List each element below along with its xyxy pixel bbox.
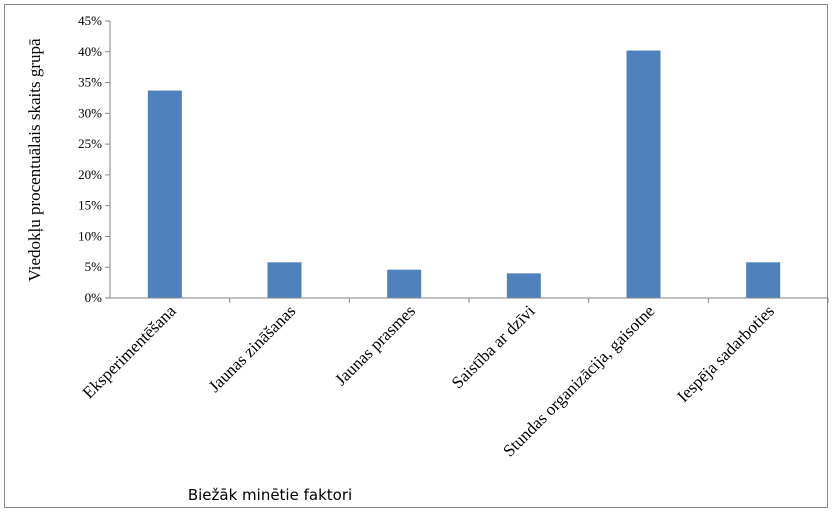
y-tick-label: 35% [78,75,102,90]
y-tick-label: 30% [78,105,102,120]
x-axis-label: Biežāk minētie faktori [188,486,352,504]
chart-frame [4,4,828,508]
bar [147,90,182,299]
y-axis: 0% 5% 10% 15% 20% 25% 30% 35% 40% 45% [78,13,110,305]
x-axis-categories: Eksperimentēšana Jaunas zināšanas Jaunas p… [79,298,829,460]
x-category-label: Saistība ar dzīvi [448,301,539,392]
y-tick-label: 5% [85,259,103,274]
bar [506,273,541,298]
y-tick-label: 45% [78,13,102,28]
bar [626,50,661,299]
x-category-label: Eksperimentēšana [79,301,180,402]
bar [267,262,302,298]
x-category-label: Jaunas zināšanas [205,301,300,396]
y-tick-label: 40% [78,44,102,59]
y-axis-label: Viedokļu procentuālais skaits grupā [25,38,44,282]
y-tick-label: 25% [78,136,102,151]
y-tick-label: 20% [78,167,102,182]
x-category-label: Iespēja sadarboties [673,301,778,406]
bar [387,269,422,298]
y-tick-label: 10% [78,228,102,243]
bar [746,262,781,298]
x-category-label: Jaunas prasmes [331,301,419,389]
y-tick-label: 15% [78,198,102,213]
y-tick-label: 0% [85,290,103,305]
bars [147,50,781,299]
